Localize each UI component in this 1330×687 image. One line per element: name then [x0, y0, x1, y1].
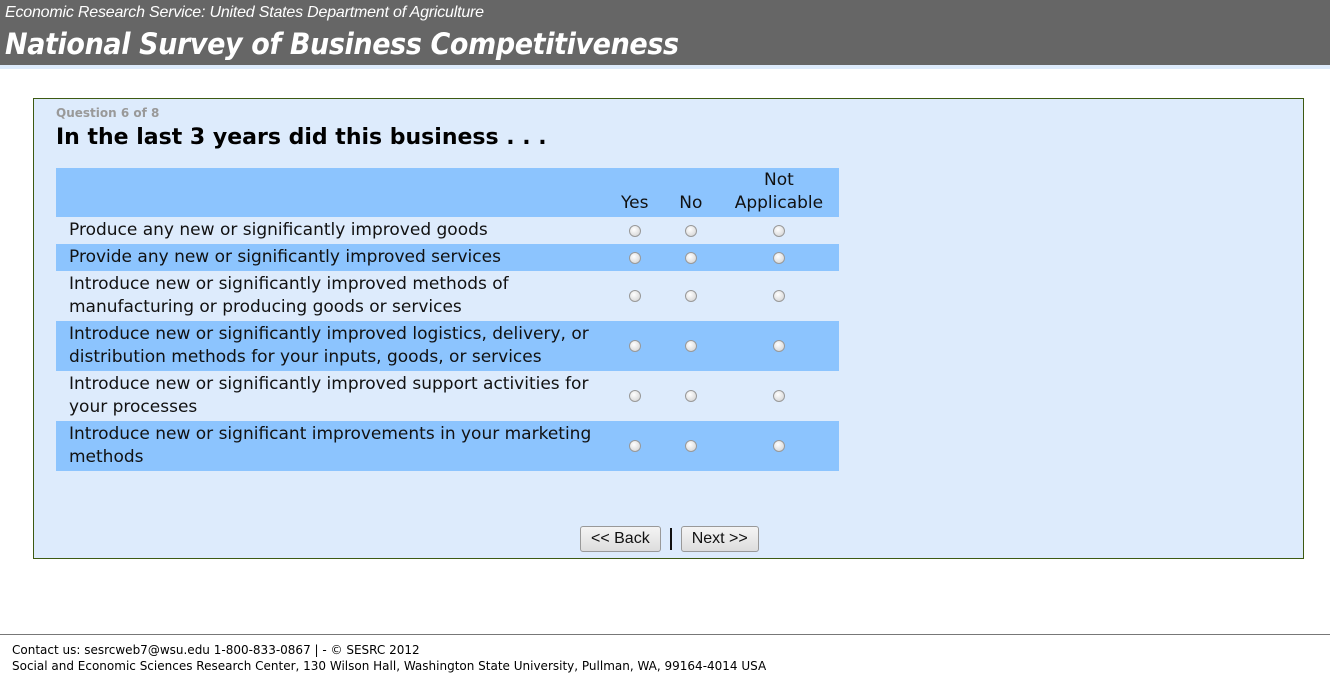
header-divider [0, 65, 1330, 69]
response-grid: Yes No Not Applicable Produce any new or… [56, 168, 839, 471]
site-header: Economic Research Service: United States… [0, 0, 1330, 65]
radio-not-applicable[interactable] [772, 224, 785, 237]
question-row: Introduce new or significant improvement… [56, 421, 839, 471]
navigation: << Back Next >> [580, 526, 759, 552]
survey-title: National Survey of Business Competitiven… [5, 27, 679, 61]
question-number: Question 6 of 8 [56, 106, 160, 120]
row-label: Introduce new or significantly improved … [69, 274, 509, 317]
radio-not-applicable[interactable] [772, 251, 785, 264]
column-no: No [679, 193, 703, 213]
back-button[interactable]: << Back [580, 526, 661, 552]
radio-yes[interactable] [628, 251, 641, 264]
question-row: Introduce new or significantly improved … [56, 321, 839, 371]
radio-yes[interactable] [628, 224, 641, 237]
radio-yes[interactable] [628, 440, 641, 452]
radio-no[interactable] [684, 340, 697, 352]
agency-subtitle: Economic Research Service: United States… [5, 4, 484, 21]
column-yes: Yes [621, 193, 649, 213]
radio-no[interactable] [684, 251, 697, 264]
row-label: Introduce new or significantly improved … [69, 324, 589, 367]
footer-address: Social and Economic Sciences Research Ce… [12, 659, 767, 673]
question-row: Introduce new or significantly improved … [56, 271, 839, 321]
footer-contact: Contact us: sesrcweb7@wsu.edu 1-800-833-… [12, 643, 420, 657]
nav-separator [669, 528, 672, 550]
question-text: In the last 3 years did this business . … [56, 125, 547, 150]
radio-not-applicable[interactable] [772, 390, 785, 402]
radio-yes[interactable] [628, 340, 641, 352]
radio-yes[interactable] [628, 390, 641, 402]
radio-no[interactable] [684, 224, 697, 237]
question-row: Produce any new or significantly improve… [56, 217, 839, 244]
question-panel: Question 6 of 8 In the last 3 years did … [33, 98, 1304, 559]
row-label: Introduce new or significant improvement… [69, 424, 592, 467]
row-label: Produce any new or significantly improve… [69, 220, 488, 240]
radio-not-applicable[interactable] [772, 340, 785, 352]
row-label: Provide any new or significantly improve… [69, 247, 501, 267]
question-row: Introduce new or significantly improved … [56, 371, 839, 421]
question-row: Provide any new or significantly improve… [56, 244, 839, 271]
row-label: Introduce new or significantly improved … [69, 374, 589, 417]
radio-yes[interactable] [628, 290, 641, 302]
radio-no[interactable] [684, 290, 697, 302]
radio-no[interactable] [684, 390, 697, 402]
next-button[interactable]: Next >> [680, 526, 759, 552]
radio-no[interactable] [684, 440, 697, 452]
radio-not-applicable[interactable] [772, 440, 785, 452]
footer: Contact us: sesrcweb7@wsu.edu 1-800-833-… [12, 642, 766, 674]
radio-not-applicable[interactable] [772, 290, 785, 302]
footer-divider [0, 634, 1330, 635]
column-not-applicable: Not Applicable [734, 170, 824, 213]
grid-header: Yes No Not Applicable [56, 168, 839, 217]
